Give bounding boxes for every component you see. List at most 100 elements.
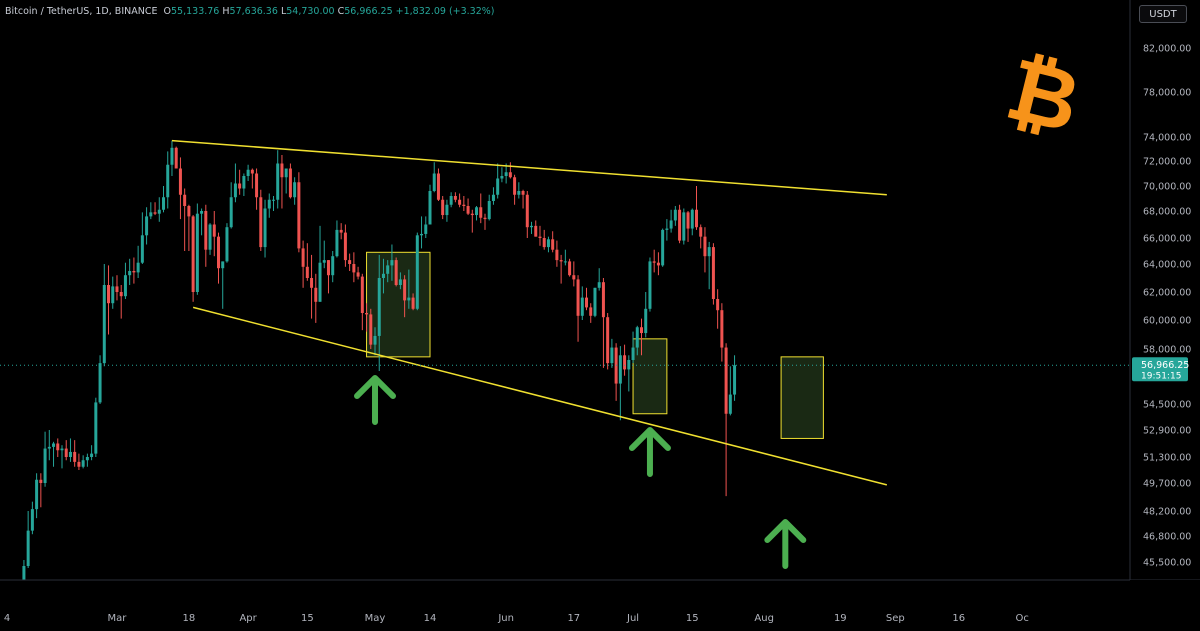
candle (98, 355, 102, 404)
candle-body (170, 147, 174, 165)
candle-body (390, 260, 394, 266)
change-value: +1,832.09 (+3.32%) (395, 6, 495, 17)
candle-body (157, 209, 161, 214)
price-tick-label: 72,000.00 (1143, 157, 1191, 168)
candle (221, 261, 225, 309)
candle (242, 173, 246, 196)
candle (356, 266, 360, 280)
candle-body (644, 308, 648, 334)
price-axis-background (1130, 0, 1200, 631)
candle-body (94, 402, 98, 454)
candle-body (576, 279, 580, 316)
symbol-exchange: BINANCE (114, 6, 158, 17)
candle (686, 211, 690, 242)
candle (707, 241, 711, 290)
candle (339, 223, 343, 240)
candle (90, 445, 94, 461)
candle (648, 257, 652, 312)
candle-body (453, 196, 457, 200)
time-axis: 4 Mar 18 Apr 15 May 14 Jun 17 Jul 15 Aug 19 Sep 16 Oc (0, 579, 1200, 631)
candle-body (441, 199, 445, 216)
candle-body (140, 235, 144, 263)
candle (52, 441, 56, 467)
candle-body (597, 282, 601, 288)
candle-body (496, 178, 500, 195)
candle-body (77, 461, 81, 467)
candle (724, 343, 728, 497)
candle (682, 208, 686, 245)
time-axis-background (0, 580, 1200, 631)
candle-body (585, 297, 589, 308)
candle (420, 216, 424, 249)
candle-body (217, 236, 220, 269)
candle (534, 220, 538, 237)
candle-body (242, 176, 246, 189)
candle (559, 254, 563, 284)
candle (225, 223, 229, 263)
candle (373, 327, 377, 356)
trendlines (171, 139, 888, 486)
candle-body (398, 279, 402, 285)
candle-body (445, 204, 449, 216)
candle (504, 163, 508, 184)
candle-body (517, 191, 521, 195)
candle (229, 182, 233, 229)
arrow-shape (628, 427, 671, 477)
candle (314, 273, 318, 323)
candle-body (212, 224, 216, 237)
candle (521, 189, 525, 209)
candle (153, 202, 157, 216)
candle (293, 177, 297, 205)
candle-body (221, 261, 225, 269)
close-value: 56,966.25 (344, 6, 393, 17)
candle (115, 275, 119, 301)
currency-unit-button[interactable]: USDT (1139, 5, 1187, 23)
candle-body (733, 365, 737, 395)
candle (149, 202, 153, 220)
candle (43, 431, 47, 487)
candle-body (73, 451, 77, 462)
candle-body (428, 191, 432, 225)
candle-body (559, 260, 563, 262)
candle-body (263, 208, 267, 248)
price-tick-label: 49,700.00 (1143, 479, 1191, 490)
candle (123, 262, 127, 299)
candle (525, 191, 529, 238)
candle-body (195, 213, 199, 292)
candle (508, 162, 512, 179)
candle (716, 289, 720, 329)
candle (128, 258, 132, 285)
candle (390, 244, 394, 281)
candle (94, 397, 98, 457)
candle-body (276, 163, 280, 200)
time-tick-label: Sep (886, 613, 905, 624)
symbol-legend: Bitcoin / TetherUS, 1D, BINANCE O55,133.… (5, 6, 495, 17)
candle-body (204, 211, 208, 250)
candle-body (208, 224, 212, 250)
candle (47, 430, 51, 461)
candle-body (627, 360, 631, 370)
candle (394, 257, 398, 287)
candle-body (530, 225, 534, 228)
candle (665, 219, 669, 241)
candle (276, 150, 280, 209)
candle-body (115, 286, 119, 292)
candle-body (377, 278, 381, 336)
candle (627, 355, 631, 392)
candle (517, 182, 521, 199)
candle-body (707, 247, 711, 257)
candle-body (233, 183, 237, 198)
price-tick-label: 51,300.00 (1143, 453, 1191, 464)
candle-body (128, 271, 132, 276)
candle-body (555, 249, 559, 261)
candle (217, 232, 220, 284)
candle-body (432, 173, 436, 191)
candle (305, 243, 309, 281)
price-tick-label: 62,000.00 (1143, 288, 1191, 299)
candle (259, 189, 263, 251)
time-tick-label: 19 (834, 613, 847, 624)
candle-body (648, 261, 652, 309)
candle (263, 199, 267, 258)
